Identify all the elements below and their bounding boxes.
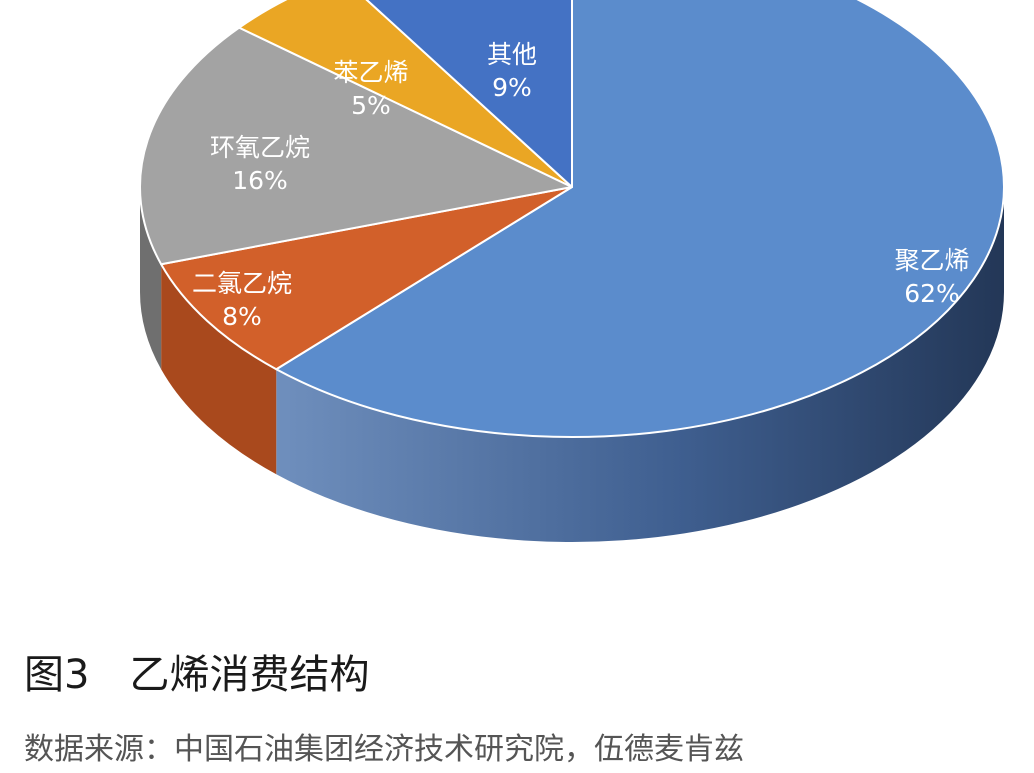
slice-value-label-4: 9% [492,73,532,102]
slice-value-label-2: 16% [232,166,288,195]
slice-category-label-0: 聚乙烯 [894,246,969,275]
pie-side-2 [139,187,162,370]
pie-side-1 [161,264,277,475]
slice-value-label-3: 5% [351,91,391,120]
pie-sides [139,187,1004,542]
pie-slice-4 [365,0,573,188]
slice-category-label-1: 二氯乙烷 [192,269,292,298]
pie-chart: 聚乙烯 62% 二氯乙烷 8% 环氧乙烷 16% 苯乙烯 5% 其他 9% [139,0,1005,542]
pie-slice-2 [139,26,573,266]
figure-caption-title: 图3 乙烯消费结构 [24,652,370,698]
pie-tops [139,0,1005,438]
slice-value-label-1: 8% [222,302,262,331]
slice-category-label-2: 环氧乙烷 [210,133,310,162]
figure-caption-source: 数据来源：中国石油集团经济技术研究院，伍德麦肯兹 [24,732,744,767]
pie-slice-1 [160,186,573,371]
pie-slice-0 [275,0,1005,438]
pie-slice-3 [238,0,573,188]
slice-category-label-4: 其他 [487,40,537,69]
pie-side-0 [276,187,1004,542]
pie-labels: 聚乙烯 62% 二氯乙烷 8% 环氧乙烷 16% 苯乙烯 5% 其他 9% [192,40,970,331]
slice-category-label-3: 苯乙烯 [333,58,408,87]
slice-value-label-0: 62% [904,279,960,308]
